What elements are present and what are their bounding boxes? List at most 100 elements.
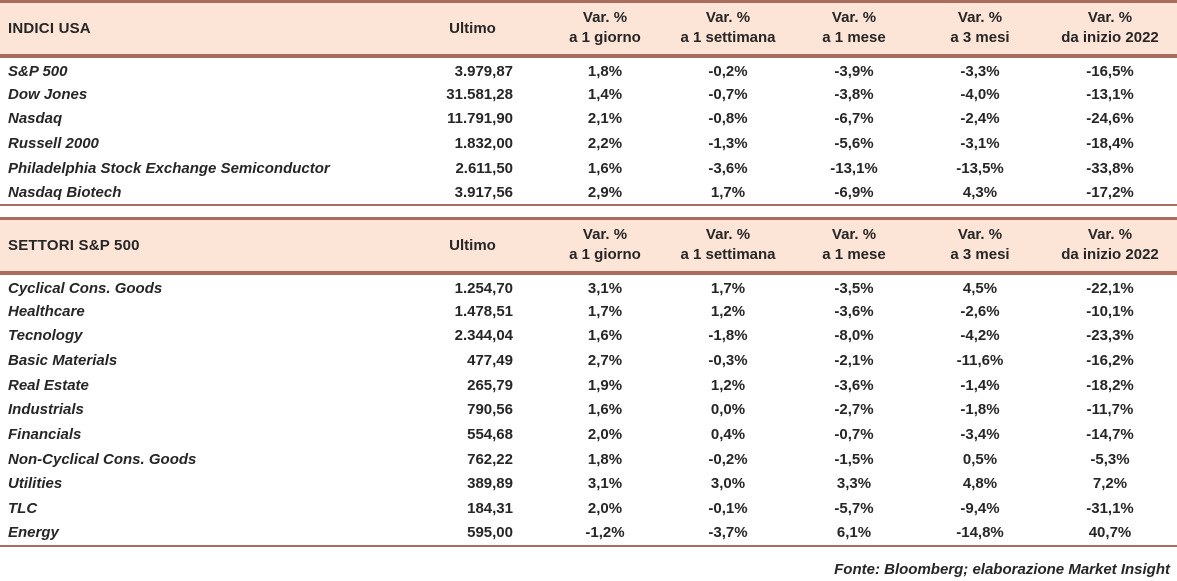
var-value: 2,0%: [587, 426, 623, 444]
var-value: -6,7%: [834, 110, 874, 128]
table-row: Utilities 389,89 3,1% 3,0% 3,3% 4,8% 7,2%: [0, 472, 1177, 497]
ultimo-value: 184,31: [467, 500, 513, 518]
table-row: Nasdaq Biotech 3.917,56 2,9% 1,7% -6,9% 4,3% -…: [0, 180, 1177, 207]
period-label: a 3 mesi: [950, 246, 1010, 264]
ultimo-value: 3.917,56: [400, 180, 545, 207]
var-value: -8,0%: [834, 327, 874, 345]
var-label: Var. %: [831, 226, 877, 244]
var-value: 1,4%: [587, 85, 623, 103]
var-value: -24,6%: [1086, 110, 1134, 128]
var-value: -11,6%: [956, 352, 1004, 370]
table-row: TLC 184,31 2,0% -0,1% -5,7% -9,4% -31,1%: [0, 496, 1177, 521]
var-value: -0,7%: [834, 426, 874, 444]
var-label: Var. %: [957, 9, 1003, 26]
var-value: -3,6%: [708, 159, 748, 177]
row-label: Energy: [0, 521, 400, 547]
ultimo-value: 2.611,50: [455, 159, 513, 177]
var-value: -18,4%: [1086, 134, 1134, 152]
table-title-settori-sp500: SETTORI S&P 500: [0, 217, 400, 273]
row-label: Philadelphia Stock Exchange Semiconducto…: [8, 159, 330, 177]
var-value: -5,3%: [1090, 450, 1130, 468]
var-value: -14,7%: [1086, 426, 1134, 444]
table-row: Real Estate 265,79 1,9% 1,2% -3,6% -1,4% -18,2…: [0, 373, 1177, 398]
var-value: -1,3%: [708, 134, 748, 152]
table-row: Cyclical Cons. Goods 1.254,70 3,1% 1,7% -3,5…: [0, 274, 1177, 299]
column-header-var-1-settimana: Var. % a 1 settimana: [665, 217, 791, 273]
var-value: -16,2%: [1086, 352, 1134, 370]
table-title-indici-usa: INDICI USA: [0, 0, 400, 55]
row-label: Nasdaq Biotech: [0, 180, 400, 207]
row-label: Real Estate: [8, 376, 89, 394]
ultimo-value: 3.979,87: [454, 62, 513, 80]
var-value: -5,7%: [834, 500, 874, 518]
ultimo-value: 11.791,90: [447, 110, 513, 128]
var-value: 1,7%: [710, 279, 746, 297]
source-note: Fonte: Bloomberg; elaborazione Market In…: [834, 560, 1170, 578]
var-value: -22,1%: [1086, 279, 1134, 297]
row-label: Cyclical Cons. Goods: [8, 279, 163, 297]
ultimo-value: 389,89: [467, 475, 513, 493]
column-header-var-1-giorno: Var. % a 1 giorno: [545, 217, 665, 273]
var-value: -31,1%: [1086, 500, 1134, 518]
header-double-rule: [0, 54, 1177, 58]
var-value: 1,2%: [710, 302, 746, 320]
settori-sp500-header: SETTORI S&P 500 Ultimo Var. % a 1 giorno…: [0, 217, 1177, 276]
ultimo-value: 1.478,51: [454, 302, 513, 320]
ultimo-value: 2.344,04: [454, 327, 513, 345]
ultimo-value: 477,49: [467, 352, 513, 370]
var-label: Var. %: [705, 226, 751, 244]
var-value: 3,0%: [710, 475, 746, 493]
column-header-var-1-mese: Var. % a 1 mese: [791, 0, 917, 55]
indici-usa-table: INDICI USA Ultimo Var. % a 1 giorno Var.…: [0, 0, 1177, 207]
var-value: -9,4%: [960, 500, 1000, 518]
var-value: 2,9%: [545, 180, 665, 207]
table-row: Philadelphia Stock Exchange Semiconducto…: [0, 156, 1177, 181]
var-value: -1,4%: [960, 376, 1000, 394]
row-label: Dow Jones: [8, 85, 88, 103]
var-value: -33,8%: [1086, 159, 1134, 177]
var-value: 2,2%: [587, 134, 623, 152]
var-value: 1,2%: [710, 376, 746, 394]
period-label: da inizio 2022: [1061, 29, 1159, 46]
var-label: Var. %: [1087, 226, 1133, 244]
column-header-var-da-inizio-2022: Var. % da inizio 2022: [1043, 217, 1177, 273]
table-row: Healthcare 1.478,51 1,7% 1,2% -3,6% -2,6% -10,…: [0, 299, 1177, 324]
table-row: Financials 554,68 2,0% 0,4% -0,7% -3,4% -14,7%: [0, 422, 1177, 447]
row-label: S&P 500: [8, 62, 68, 80]
var-value: -2,7%: [834, 401, 874, 419]
var-value: 3,3%: [836, 475, 872, 493]
header-double-rule: [0, 271, 1177, 276]
var-value: -6,9%: [791, 180, 917, 207]
var-value: -1,2%: [545, 521, 665, 547]
var-value: -10,1%: [1086, 302, 1134, 320]
indici-usa-body: S&P 500 3.979,87 1,8% -0,2% -3,9% -3,3% -16,5%…: [0, 57, 1177, 207]
var-value: -0,8%: [708, 110, 748, 128]
header-row: SETTORI S&P 500 Ultimo Var. % a 1 giorno…: [0, 217, 1177, 273]
var-value: -0,2%: [708, 450, 748, 468]
period-label: a 1 giorno: [569, 29, 641, 46]
var-value: -18,2%: [1086, 376, 1134, 394]
table-row: Tecnology 2.344,04 1,6% -1,8% -8,0% -4,2% -23,…: [0, 324, 1177, 349]
var-value: 1,9%: [587, 376, 623, 394]
var-value: 0,5%: [962, 450, 998, 468]
var-value: -2,6%: [960, 302, 1000, 320]
var-label: Var. %: [582, 226, 628, 244]
row-label: Russell 2000: [8, 134, 99, 152]
var-value: -3,7%: [665, 521, 791, 547]
row-label: Basic Materials: [8, 352, 118, 370]
table-row: Non-Cyclical Cons. Goods 762,22 1,8% -0,2% -…: [0, 447, 1177, 472]
table-row: Russell 2000 1.832,00 2,2% -1,3% -5,6% -3,1% -…: [0, 131, 1177, 156]
column-header-var-1-giorno: Var. % a 1 giorno: [545, 0, 665, 55]
var-value: 1,8%: [587, 62, 623, 80]
row-label: Healthcare: [8, 302, 85, 320]
var-value: 3,1%: [587, 279, 623, 297]
var-value: -23,3%: [1086, 327, 1134, 345]
var-value: 1,8%: [587, 450, 623, 468]
table-row: Basic Materials 477,49 2,7% -0,3% -2,1% -11,6…: [0, 348, 1177, 373]
var-value: 4,3%: [917, 180, 1043, 207]
var-value: -11,7%: [1086, 401, 1134, 419]
table-row: Dow Jones 31.581,28 1,4% -0,7% -3,8% -4,0% -13…: [0, 82, 1177, 107]
var-value: 1,6%: [587, 401, 623, 419]
table-row: S&P 500 3.979,87 1,8% -0,2% -3,9% -3,3% -16,5%: [0, 57, 1177, 82]
var-value: 1,7%: [665, 180, 791, 207]
